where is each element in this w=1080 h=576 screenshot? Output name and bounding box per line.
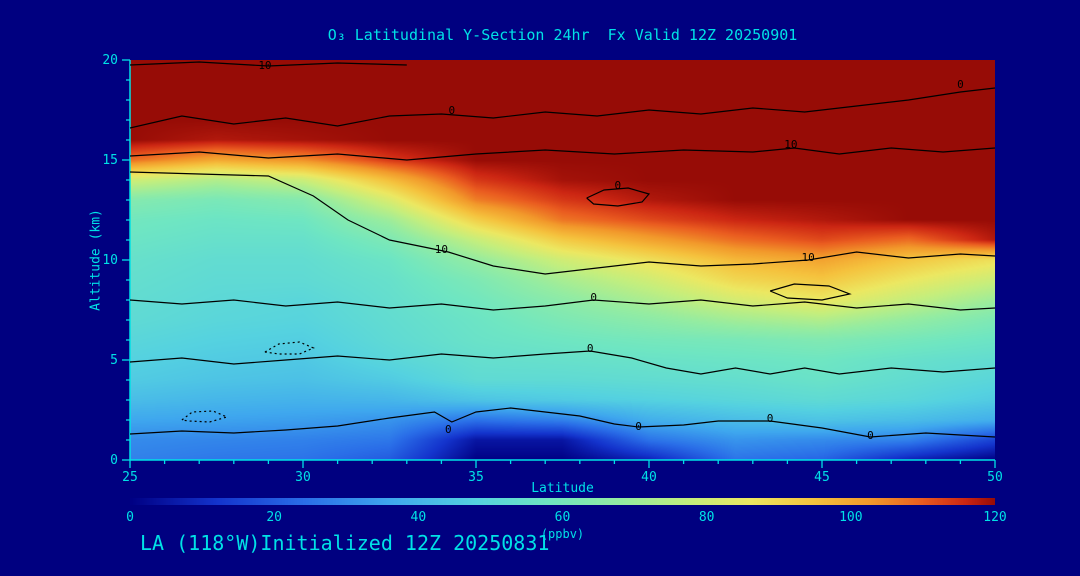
chart-title: O₃ Latitudinal Y-Section 24hr Fx Valid 1… (327, 26, 798, 44)
colorbar-tick-label: 20 (266, 510, 282, 525)
contour-label: 10 (802, 251, 815, 264)
y-tick-label: 0 (110, 453, 118, 468)
colorbar-tick-label: 80 (699, 510, 715, 525)
y-tick-label: 15 (102, 153, 118, 168)
y-tick-label: 20 (102, 53, 118, 68)
colorbar-tick-label: 0 (126, 510, 134, 525)
colorbar-tick-label: 40 (411, 510, 427, 525)
contour-label: 0 (445, 423, 452, 436)
contour-label: 0 (448, 104, 455, 117)
contour-line (129, 147, 996, 161)
y-tick-label: 10 (102, 253, 118, 268)
footer-annotation: LA (118°W)Initialized 12Z 20250831 (140, 531, 550, 555)
contour-label: 0 (957, 78, 964, 91)
contour-line-dashed (264, 341, 315, 355)
x-tick-label: 40 (641, 470, 657, 485)
contour-line (129, 299, 996, 311)
contour-label: 0 (590, 291, 597, 304)
colorbar-units-label: (ppbv) (540, 527, 585, 541)
x-tick-label: 45 (814, 470, 830, 485)
contour-line (129, 171, 996, 275)
contour-label: 0 (867, 429, 874, 442)
colorbar-tick-label: 60 (555, 510, 571, 525)
contour-line-dashed (181, 410, 229, 423)
contour-label: 10 (258, 59, 271, 72)
x-tick-label: 35 (468, 470, 484, 485)
contour-line (129, 350, 996, 375)
colorbar-tick-label: 120 (983, 510, 1006, 525)
contour-label: 0 (635, 420, 642, 433)
colorbar-gradient (130, 498, 995, 505)
x-axis-label: Latitude (531, 481, 594, 496)
y-tick-label: 5 (110, 353, 118, 368)
contour-label: 10 (435, 243, 448, 256)
contour-label: 10 (784, 138, 797, 151)
contour-label: 0 (615, 179, 622, 192)
contour-line (769, 283, 852, 301)
contour-line (129, 61, 407, 67)
x-tick-label: 25 (122, 470, 138, 485)
contour-label: 0 (767, 412, 774, 425)
ozone-field-canvas (130, 60, 995, 460)
contour-label: 0 (587, 342, 594, 355)
y-axis-label: Altitude (km) (88, 209, 104, 311)
x-tick-label: 30 (295, 470, 311, 485)
colorbar-tick-label: 100 (839, 510, 862, 525)
contour-line (129, 407, 996, 438)
x-tick-label: 50 (987, 470, 1003, 485)
contour-line (586, 187, 651, 207)
contour-line (129, 87, 996, 129)
